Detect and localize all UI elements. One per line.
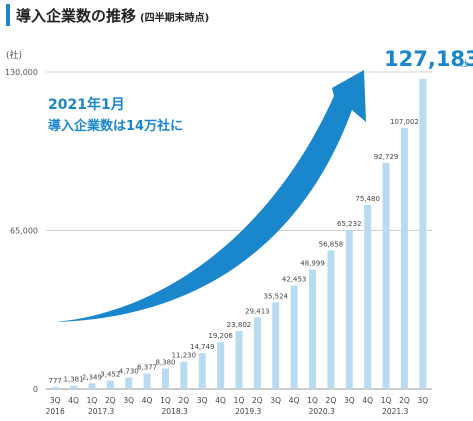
x-year-label: 2016 [46, 407, 65, 416]
bar [400, 128, 408, 389]
x-tick-label: 2Q [326, 396, 337, 405]
x-tick-label: 3Q [50, 396, 61, 405]
data-label: 3,452 [100, 371, 120, 379]
x-tick-label: 1Q [160, 396, 171, 405]
data-label: 777 [49, 377, 62, 385]
data-label: 92,729 [374, 153, 399, 161]
data-label: 42,453 [282, 275, 307, 283]
x-year-label: 2018.3 [162, 407, 188, 416]
x-tick-label: 1Q [87, 396, 98, 405]
growth-arrow [56, 70, 366, 322]
y-tick-label: 0 [33, 385, 38, 394]
callout-line-2: 導入企業数は14万社に [48, 118, 183, 134]
highlight-value: 127,183 [384, 47, 473, 71]
title-accent-bar [6, 4, 10, 26]
bar [198, 353, 206, 389]
x-tick-label: 4Q [362, 396, 373, 405]
x-tick-label: 1Q [234, 396, 245, 405]
chart-subtitle: (四半期末時点) [140, 13, 210, 24]
bar [51, 387, 59, 389]
chart-title: 導入企業数の推移 (四半期末時点) [16, 5, 209, 26]
x-tick-label: 3Q [417, 396, 428, 405]
bar [161, 368, 169, 389]
x-year-label: 2017.3 [88, 407, 114, 416]
bar [180, 361, 188, 389]
data-label: 4,730 [119, 367, 139, 375]
growth-arrow-shape [56, 70, 366, 322]
x-tick-label: 3Q [270, 396, 281, 405]
x-tick-label: 1Q [307, 396, 318, 405]
x-tick-label: 2Q [179, 396, 190, 405]
bar [345, 229, 353, 389]
data-label: 35,524 [264, 292, 289, 300]
bar [272, 302, 280, 389]
bar [106, 380, 114, 389]
x-axis-layer: 3Q 4Q 1Q 2Q 3Q 4Q 1Q 2Q 3Q 4Q 1Q 2Q 3Q 4Q 1Q 2Q 3Q 4Q 1Q 2Q… [46, 396, 429, 416]
x-tick-label: 4Q [68, 396, 79, 405]
x-year-label: 2019.3 [235, 407, 261, 416]
bar [290, 285, 298, 389]
bars-layer [51, 78, 427, 390]
x-year-label: 2020.3 [309, 407, 335, 416]
bar [235, 330, 243, 389]
data-labels-layer: 777 1,3812,3493,4524,7306,3778,38011,2301… [49, 118, 419, 385]
bar [419, 78, 427, 390]
x-year-label: 2021.3 [382, 407, 408, 416]
data-label: 48,999 [300, 260, 325, 268]
x-tick-label: 4Q [289, 396, 300, 405]
x-tick-label: 1Q [381, 396, 392, 405]
y-tick-label: 65,000 [10, 227, 38, 236]
y-tick-label: 130,000 [5, 68, 38, 77]
callout-line-1: 2021年1月 [48, 96, 125, 113]
bar [125, 377, 133, 389]
x-tick-label: 2Q [399, 396, 410, 405]
chart-title-text: 導入企業数の推移 [16, 7, 137, 25]
bar [143, 373, 151, 389]
data-label: 107,002 [390, 118, 419, 126]
x-tick-label: 3Q [344, 396, 355, 405]
data-label: 19,206 [208, 332, 233, 340]
bar [217, 342, 225, 389]
bar [382, 162, 390, 389]
data-label: 29,413 [245, 307, 270, 315]
bar [309, 269, 317, 389]
data-label: 1,381 [64, 376, 84, 384]
y-axis-unit-label: (社) [6, 49, 22, 61]
data-label: 11,230 [172, 352, 197, 360]
bar [253, 317, 261, 389]
data-label: 14,749 [190, 343, 215, 351]
x-tick-label: 2Q [252, 396, 263, 405]
data-label: 65,232 [337, 220, 362, 228]
data-label: 6,377 [137, 363, 157, 371]
data-label: 56,858 [319, 240, 344, 248]
highlight-unit: 社 [460, 58, 468, 68]
x-tick-label: 2Q [105, 396, 116, 405]
bar [88, 383, 96, 389]
bar [70, 385, 78, 389]
bar [327, 250, 335, 389]
bar [364, 204, 372, 389]
x-tick-label: 3Q [123, 396, 134, 405]
x-tick-label: 4Q [142, 396, 153, 405]
data-label: 2,349 [82, 373, 102, 381]
data-label: 23,802 [227, 321, 252, 329]
x-tick-label: 4Q [215, 396, 226, 405]
data-label: 75,480 [355, 195, 380, 203]
x-tick-label: 3Q [197, 396, 208, 405]
data-label: 8,380 [155, 359, 175, 367]
